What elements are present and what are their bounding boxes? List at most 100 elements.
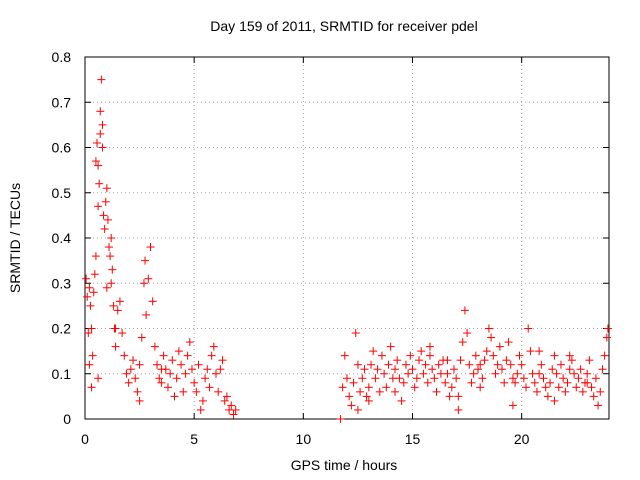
data-point xyxy=(463,329,472,338)
data-point xyxy=(574,374,583,383)
data-point xyxy=(194,360,203,369)
data-point xyxy=(465,360,474,369)
data-point xyxy=(98,143,107,152)
data-point xyxy=(428,365,437,374)
data-point xyxy=(480,356,489,365)
data-point xyxy=(83,292,92,301)
data-point xyxy=(375,387,384,396)
data-point xyxy=(203,365,212,374)
data-point xyxy=(89,288,98,297)
data-point xyxy=(600,351,609,360)
data-point xyxy=(471,351,480,360)
data-point xyxy=(102,184,111,193)
data-point xyxy=(589,392,598,401)
x-tick-label: 15 xyxy=(405,431,421,447)
data-point xyxy=(351,329,360,338)
data-point xyxy=(111,342,120,351)
data-point xyxy=(100,224,109,233)
data-point xyxy=(205,383,214,392)
data-point xyxy=(209,342,218,351)
data-point xyxy=(452,374,461,383)
data-point xyxy=(559,374,568,383)
data-point xyxy=(587,383,596,392)
x-tick-label: 0 xyxy=(81,431,89,447)
data-point xyxy=(404,369,413,378)
data-point xyxy=(84,329,93,338)
data-point xyxy=(391,365,400,374)
data-point xyxy=(423,378,432,387)
data-point xyxy=(519,374,528,383)
x-axis: 0 5 10 15 20 xyxy=(81,57,530,447)
data-point xyxy=(380,369,389,378)
data-point xyxy=(384,360,393,369)
data-point xyxy=(218,356,227,365)
data-point xyxy=(395,374,404,383)
y-tick-label: 0.3 xyxy=(52,275,72,291)
data-point xyxy=(401,360,410,369)
data-point xyxy=(86,301,95,310)
data-point xyxy=(139,279,148,288)
data-point xyxy=(561,387,570,396)
y-tick-label: 0.7 xyxy=(52,94,72,110)
data-point xyxy=(99,211,108,220)
data-point xyxy=(94,374,103,383)
data-point xyxy=(155,374,164,383)
data-point xyxy=(594,401,603,410)
data-point xyxy=(349,378,358,387)
data-point xyxy=(476,383,485,392)
data-point xyxy=(91,157,100,166)
data-point xyxy=(563,378,572,387)
data-point xyxy=(214,387,223,396)
data-point xyxy=(153,360,162,369)
data-point xyxy=(148,297,157,306)
data-point xyxy=(443,369,452,378)
data-point xyxy=(530,378,539,387)
data-point xyxy=(382,383,391,392)
data-point xyxy=(122,369,131,378)
data-point xyxy=(356,387,365,396)
data-point xyxy=(141,256,150,265)
data-point xyxy=(406,351,415,360)
data-point xyxy=(159,351,168,360)
data-point xyxy=(360,365,369,374)
data-point xyxy=(441,378,450,387)
data-point xyxy=(484,324,493,333)
data-point xyxy=(358,374,367,383)
data-point xyxy=(107,279,116,288)
data-point xyxy=(135,360,144,369)
data-point xyxy=(513,369,522,378)
data-point xyxy=(336,415,345,423)
data-point xyxy=(495,342,504,351)
data-point xyxy=(87,324,96,333)
y-tick-label: 0.1 xyxy=(52,366,72,382)
data-point xyxy=(364,396,373,405)
data-point xyxy=(103,215,112,224)
data-point xyxy=(576,365,585,374)
data-point xyxy=(508,401,517,410)
y-tick-label: 0.6 xyxy=(52,140,72,156)
x-tick-label: 10 xyxy=(296,431,312,447)
data-point xyxy=(168,356,177,365)
data-point xyxy=(113,306,122,315)
data-point xyxy=(177,360,186,369)
data-point xyxy=(393,356,402,365)
data-point xyxy=(454,405,463,414)
data-point xyxy=(556,360,565,369)
data-point xyxy=(133,387,142,396)
data-point xyxy=(583,369,592,378)
data-point xyxy=(447,383,456,392)
data-point xyxy=(412,374,421,383)
data-point xyxy=(500,378,509,387)
data-point xyxy=(108,265,117,274)
data-point xyxy=(449,365,458,374)
y-tick-label: 0 xyxy=(63,411,71,427)
data-point xyxy=(522,383,531,392)
data-point xyxy=(353,360,362,369)
data-point xyxy=(96,129,105,138)
x-tick-label: 5 xyxy=(190,431,198,447)
data-point xyxy=(493,360,502,369)
data-point xyxy=(115,297,124,306)
data-point xyxy=(498,365,507,374)
data-point xyxy=(546,378,555,387)
